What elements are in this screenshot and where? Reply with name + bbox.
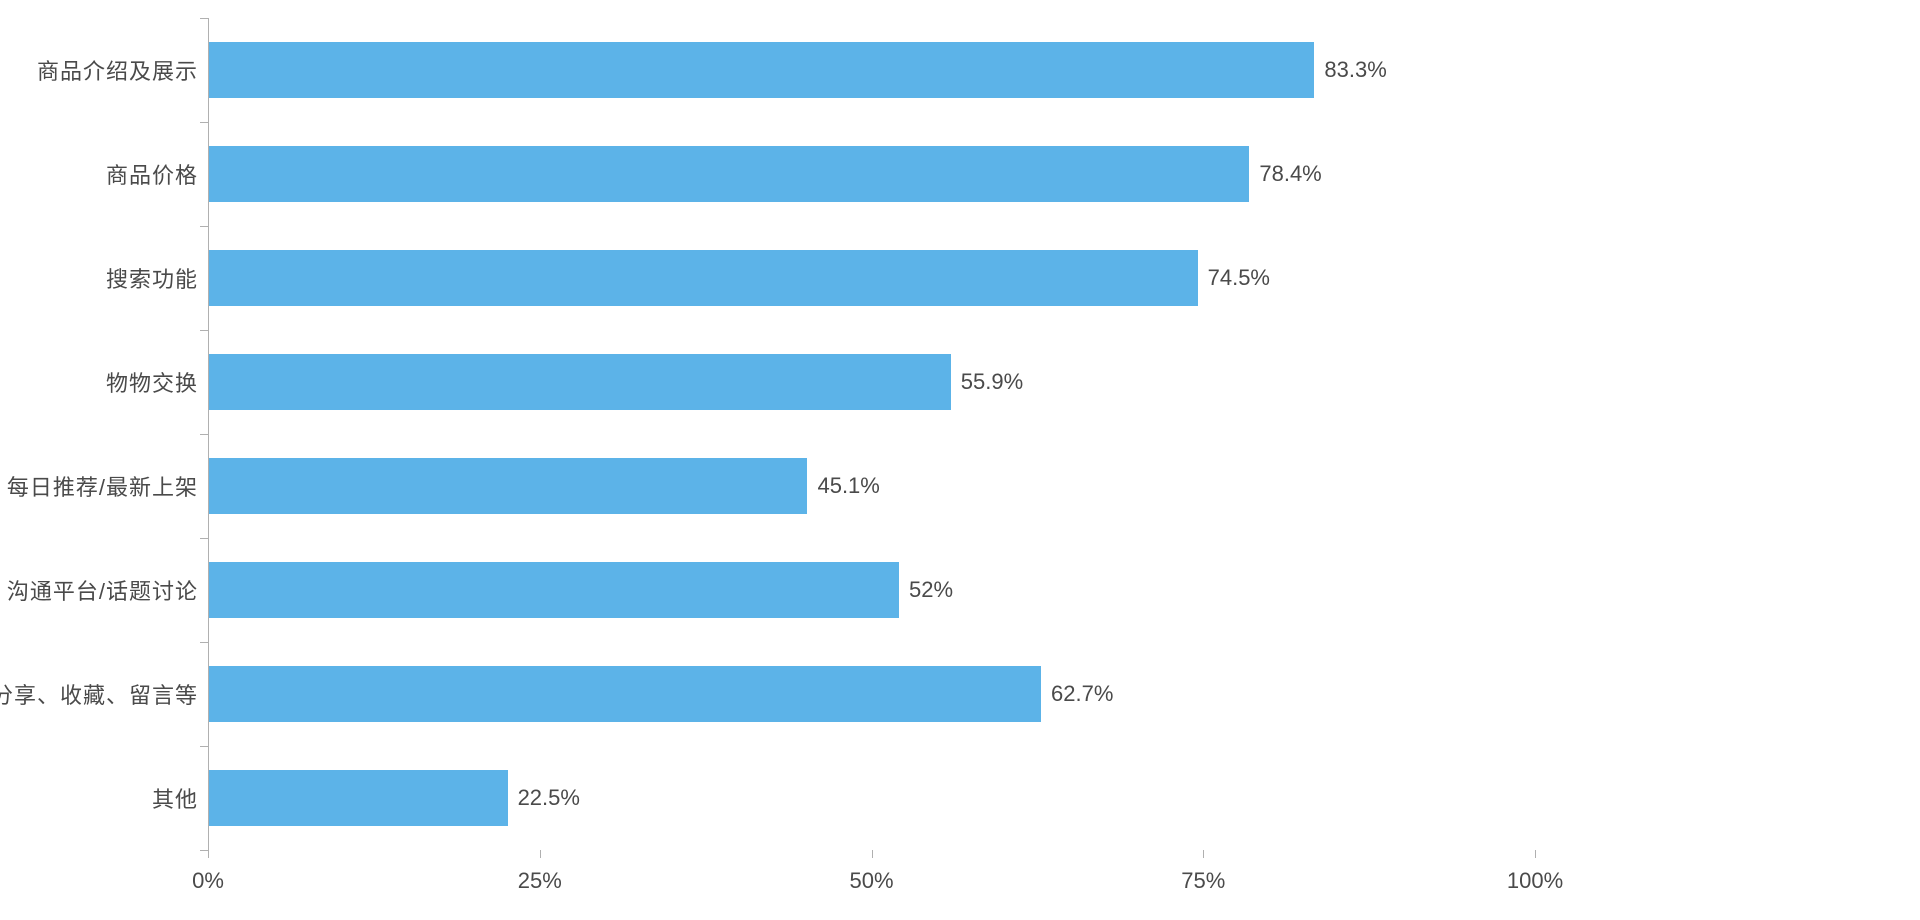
- y-axis-tick: [200, 538, 208, 539]
- category-label: 搜索功能: [106, 262, 198, 294]
- bar: [209, 458, 807, 514]
- y-axis-tick: [200, 122, 208, 123]
- bar: [209, 354, 951, 410]
- x-axis-tick-label: 0%: [192, 868, 224, 894]
- x-axis-tick: [1535, 850, 1536, 858]
- x-axis-tick-label: 75%: [1181, 868, 1225, 894]
- x-axis-tick: [872, 850, 873, 858]
- bar-value-label: 62.7%: [1051, 681, 1113, 707]
- category-label: 物物交换: [106, 366, 198, 398]
- x-axis-tick-label: 50%: [849, 868, 893, 894]
- category-label: 沟通平台/话题讨论: [7, 574, 198, 606]
- bar-value-label: 22.5%: [518, 785, 580, 811]
- category-label: 其他: [152, 782, 198, 814]
- bar: [209, 42, 1314, 98]
- x-axis-tick: [1203, 850, 1204, 858]
- category-label: 分享、收藏、留言等: [0, 678, 198, 710]
- x-axis-tick-label: 100%: [1507, 868, 1563, 894]
- category-label: 每日推荐/最新上架: [7, 470, 198, 502]
- bar-value-label: 78.4%: [1259, 161, 1321, 187]
- x-axis-tick: [208, 850, 209, 858]
- y-axis-tick: [200, 642, 208, 643]
- y-axis-line: [208, 18, 209, 850]
- bar: [209, 146, 1249, 202]
- y-axis-tick: [200, 330, 208, 331]
- bar: [209, 770, 508, 826]
- y-axis-tick: [200, 18, 208, 19]
- x-axis-tick-label: 25%: [518, 868, 562, 894]
- y-axis-tick: [200, 746, 208, 747]
- bar-value-label: 52%: [909, 577, 953, 603]
- category-label: 商品价格: [106, 158, 198, 190]
- y-axis-tick: [200, 850, 208, 851]
- bar: [209, 562, 899, 618]
- bar-value-label: 83.3%: [1324, 57, 1386, 83]
- bar: [209, 250, 1198, 306]
- y-axis-tick: [200, 434, 208, 435]
- category-label: 商品介绍及展示: [37, 54, 198, 86]
- bar-value-label: 45.1%: [817, 473, 879, 499]
- x-axis-tick: [540, 850, 541, 858]
- bar-value-label: 55.9%: [961, 369, 1023, 395]
- bar: [209, 666, 1041, 722]
- y-axis-tick: [200, 226, 208, 227]
- horizontal-bar-chart: 0% 25% 50% 75% 100% 商品介绍及展示 83.3% 商品价格 78.4% 搜索功能…: [0, 0, 1920, 920]
- bar-value-label: 74.5%: [1208, 265, 1270, 291]
